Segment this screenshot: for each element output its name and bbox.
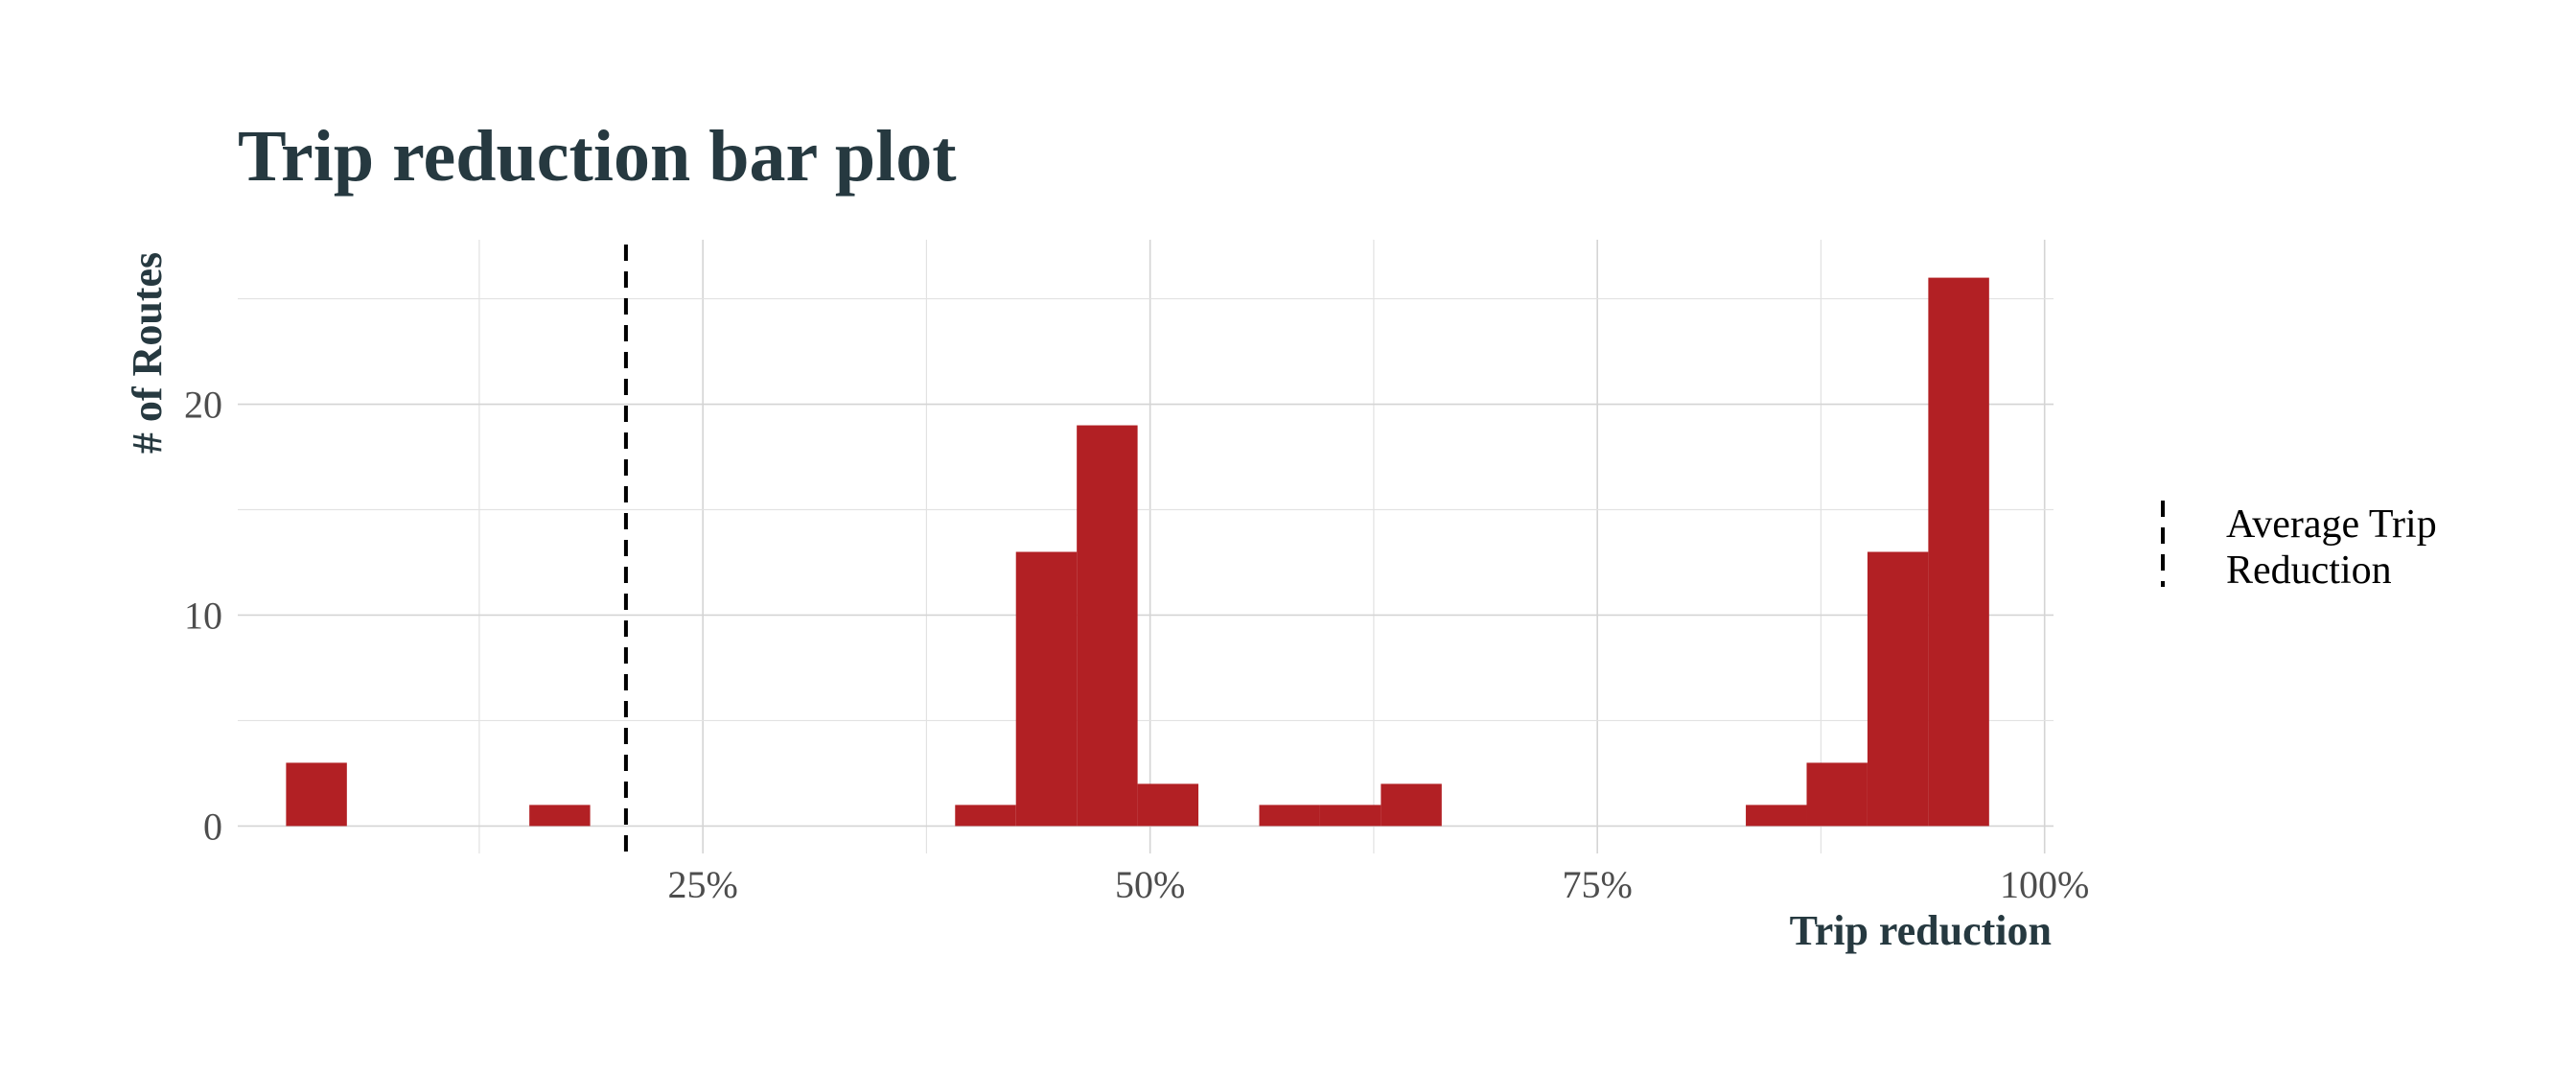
histogram-bar bbox=[529, 805, 591, 827]
y-axis-ticks: 0 10 20 bbox=[184, 384, 222, 849]
y-tick-label: 10 bbox=[184, 594, 222, 637]
histogram-bar bbox=[1137, 783, 1199, 827]
y-tick-label: 0 bbox=[203, 805, 222, 848]
histogram-bar bbox=[1077, 425, 1138, 827]
histogram-bar bbox=[1381, 783, 1442, 827]
x-tick-label: 25% bbox=[667, 863, 737, 906]
bars bbox=[286, 277, 1989, 827]
x-tick-label: 100% bbox=[2000, 863, 2089, 906]
y-axis-title: # of Routes bbox=[124, 252, 171, 454]
y-tick-label: 20 bbox=[184, 384, 222, 427]
histogram-bar bbox=[1746, 805, 1807, 827]
histogram-bar bbox=[286, 762, 347, 827]
histogram-bar bbox=[1928, 277, 1989, 827]
histogram-bar bbox=[1259, 805, 1320, 827]
legend-label-line-2: Reduction bbox=[2226, 549, 2392, 593]
x-axis-title: Trip reduction bbox=[1790, 907, 2052, 954]
x-axis-ticks: 25% 50% 75% 100% bbox=[667, 863, 2089, 906]
histogram-bar bbox=[1806, 762, 1868, 827]
chart-title: Trip reduction bar plot bbox=[238, 116, 957, 197]
histogram-bar bbox=[1015, 551, 1078, 827]
legend-label-line-1: Average Trip bbox=[2226, 502, 2437, 547]
grid bbox=[238, 240, 2054, 853]
x-tick-label: 75% bbox=[1563, 863, 1633, 906]
histogram-bar bbox=[955, 805, 1016, 827]
histogram-bar bbox=[1867, 551, 1929, 827]
x-tick-label: 50% bbox=[1115, 863, 1185, 906]
histogram-bar bbox=[1319, 805, 1381, 827]
legend: Average Trip Reduction bbox=[2161, 501, 2437, 593]
